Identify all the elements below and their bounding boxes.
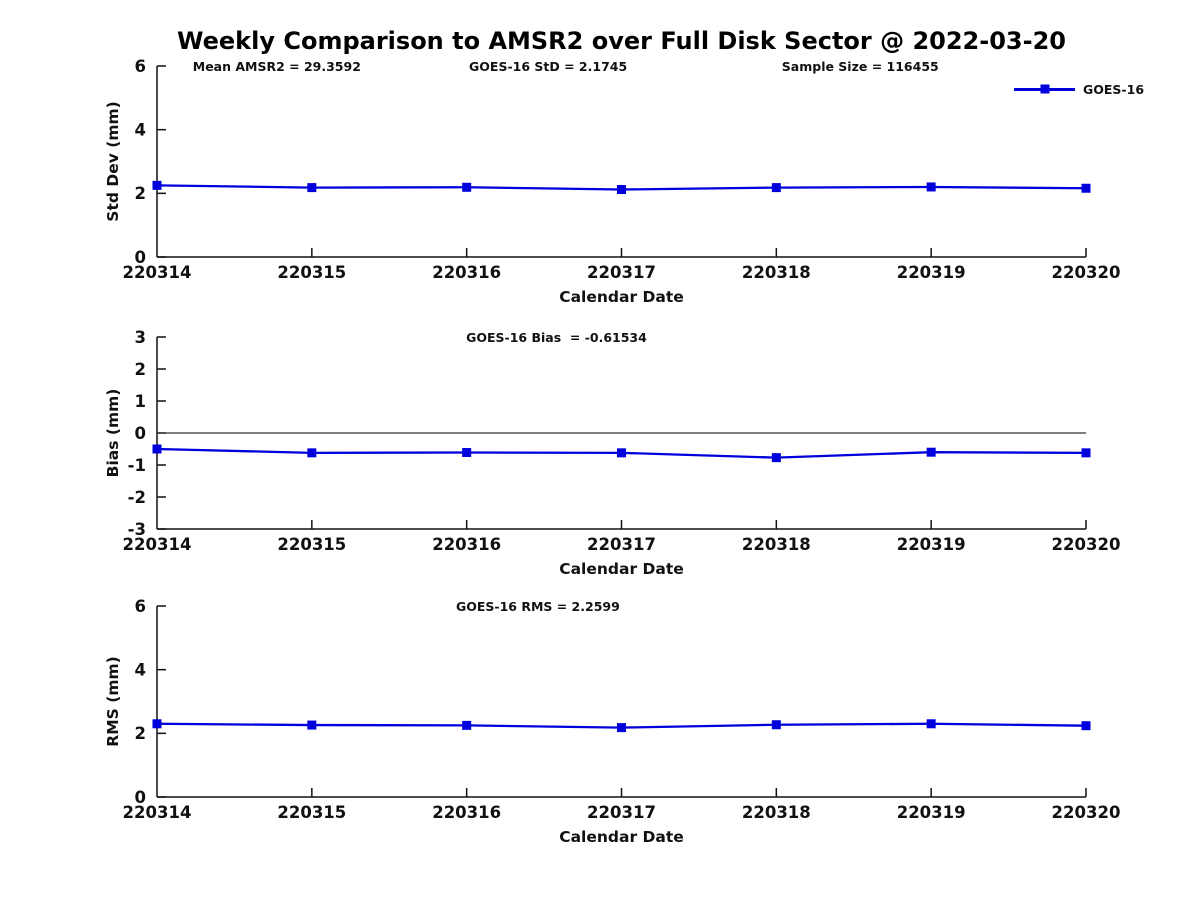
y-tick-label: 0 — [135, 788, 146, 807]
x-tick-label: 220315 — [277, 535, 346, 554]
x-tick-label: 220318 — [742, 803, 811, 822]
y-tick-label: -2 — [128, 488, 146, 507]
chart-annotation: GOES-16 RMS = 2.2599 — [456, 599, 620, 614]
x-tick-label: 220320 — [1052, 263, 1121, 282]
data-point-marker — [617, 723, 626, 733]
y-tick-label: 0 — [135, 248, 146, 267]
data-point-marker — [462, 182, 472, 192]
x-tick-label: 220319 — [897, 263, 966, 282]
legend-label: GOES-16 — [1083, 81, 1145, 97]
x-tick-label: 220317 — [587, 263, 656, 282]
legend-line-sample — [1014, 84, 1075, 94]
y-tick-label: -3 — [128, 520, 146, 539]
x-tick-label: 220317 — [587, 803, 656, 822]
y-tick-label: 0 — [135, 424, 146, 443]
axis-xlabel: Calendar Date — [559, 828, 684, 846]
data-point-marker — [307, 448, 317, 458]
y-tick-label: 3 — [135, 328, 146, 347]
data-point-marker — [152, 719, 162, 729]
data-point-marker — [771, 453, 781, 463]
data-point-marker — [1081, 448, 1091, 458]
x-tick-label: 220318 — [742, 263, 811, 282]
y-tick-label: 4 — [135, 660, 146, 679]
y-tick-label: 1 — [135, 392, 146, 411]
y-tick-label: -1 — [128, 456, 146, 475]
chart-annotation: GOES-16 Bias = -0.61534 — [466, 330, 647, 345]
x-tick-label: 220316 — [432, 803, 501, 822]
axis-ylabel: RMS (mm) — [104, 656, 122, 746]
data-point-marker — [926, 447, 936, 457]
axis-xlabel: Calendar Date — [559, 560, 684, 578]
data-point-marker — [1081, 183, 1091, 193]
x-tick-label: 220314 — [123, 535, 192, 554]
x-tick-label: 220314 — [123, 803, 192, 822]
data-point-marker — [462, 720, 472, 730]
x-tick-label: 220319 — [897, 803, 966, 822]
chart-annotation: Sample Size = 116455 — [782, 59, 939, 74]
x-tick-label: 220318 — [742, 535, 811, 554]
data-point-marker — [617, 448, 626, 458]
data-point-marker — [771, 720, 781, 730]
x-tick-label: 220316 — [432, 535, 501, 554]
data-point-marker — [926, 182, 936, 192]
axis-ylabel: Std Dev (mm) — [104, 101, 122, 221]
x-tick-label: 220319 — [897, 535, 966, 554]
data-point-marker — [1081, 721, 1091, 731]
chart-annotation: GOES-16 StD = 2.1745 — [469, 59, 627, 74]
y-tick-label: 2 — [135, 184, 146, 203]
chart-annotation: Mean AMSR2 = 29.3592 — [193, 59, 361, 74]
data-point-marker — [152, 180, 162, 190]
x-tick-label: 220316 — [432, 263, 501, 282]
x-tick-label: 220317 — [587, 535, 656, 554]
x-tick-label: 220320 — [1052, 535, 1121, 554]
y-tick-label: 4 — [135, 120, 146, 139]
x-tick-label: 220314 — [123, 263, 192, 282]
x-tick-label: 220315 — [277, 263, 346, 282]
data-point-marker — [462, 448, 472, 458]
data-point-marker — [152, 444, 162, 454]
x-tick-label: 220315 — [277, 803, 346, 822]
axis-xlabel: Calendar Date — [559, 288, 684, 306]
data-point-marker — [307, 720, 317, 730]
y-tick-label: 2 — [135, 724, 146, 743]
data-point-marker — [926, 719, 936, 729]
data-point-marker — [617, 185, 626, 195]
data-point-marker — [771, 183, 781, 193]
axis-ylabel: Bias (mm) — [104, 389, 122, 478]
y-tick-label: 6 — [135, 57, 146, 76]
x-tick-label: 220320 — [1052, 803, 1121, 822]
legend-square-marker-icon — [1040, 84, 1049, 94]
legend: GOES-16 — [1014, 81, 1144, 97]
y-tick-label: 6 — [135, 597, 146, 616]
y-tick-label: 2 — [135, 360, 146, 379]
data-point-marker — [307, 183, 317, 193]
figure-title: Weekly Comparison to AMSR2 over Full Dis… — [177, 27, 1066, 55]
